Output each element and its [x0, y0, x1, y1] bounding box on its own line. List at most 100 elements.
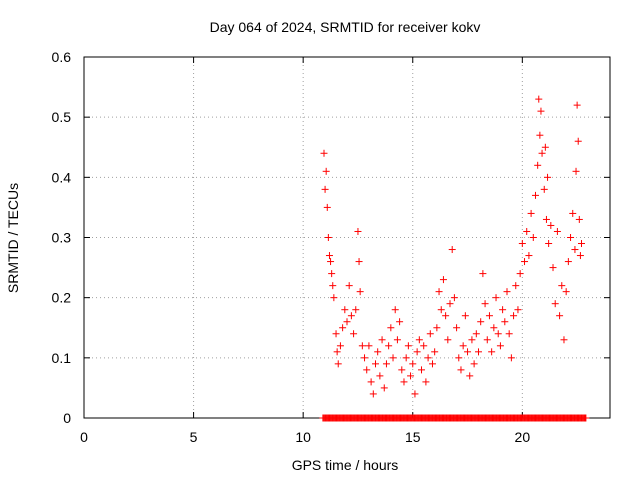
data-point	[396, 318, 404, 326]
grid-layer	[84, 57, 610, 418]
data-point	[444, 336, 452, 344]
data-point	[553, 227, 561, 235]
data-point	[350, 330, 358, 338]
data-point	[564, 258, 572, 266]
data-point	[334, 360, 342, 368]
data-point	[327, 258, 335, 266]
y-axis-label: SRMTID / TECUs	[5, 183, 21, 293]
data-point	[323, 203, 331, 211]
data-point	[485, 312, 493, 320]
data-point	[544, 173, 552, 181]
data-point	[541, 143, 549, 151]
data-point	[535, 95, 543, 103]
data-point	[332, 330, 340, 338]
data-point	[576, 252, 584, 260]
data-point	[529, 234, 537, 241]
data-point	[507, 354, 515, 362]
data-points	[319, 95, 590, 422]
data-point	[380, 384, 388, 392]
y-tick-label: 0	[63, 410, 71, 426]
data-point	[367, 378, 375, 386]
data-point	[499, 306, 507, 314]
data-point	[435, 288, 443, 296]
data-point	[503, 288, 511, 296]
data-point	[329, 282, 337, 290]
data-point	[400, 378, 408, 386]
data-point	[540, 185, 548, 193]
data-point	[354, 227, 362, 235]
data-point	[404, 342, 412, 350]
data-point	[363, 366, 371, 374]
data-point	[371, 360, 379, 368]
data-point	[374, 348, 382, 356]
data-point	[439, 276, 447, 284]
data-point	[501, 318, 509, 326]
data-point	[411, 390, 419, 398]
data-point	[324, 234, 332, 241]
x-tick-label: 20	[515, 429, 531, 445]
data-point	[472, 330, 480, 338]
data-point	[433, 324, 441, 332]
data-point	[407, 372, 415, 380]
data-point	[415, 336, 423, 344]
data-point	[496, 342, 504, 350]
data-point	[562, 288, 570, 296]
data-point	[391, 306, 399, 314]
data-point	[455, 354, 463, 362]
data-point	[525, 252, 533, 260]
y-tick-label: 0.5	[52, 109, 72, 125]
data-point	[341, 306, 349, 314]
data-point	[556, 312, 564, 320]
data-point	[387, 324, 395, 332]
data-point	[422, 378, 430, 386]
data-point	[402, 354, 410, 362]
data-point	[321, 185, 329, 193]
data-point	[355, 258, 363, 266]
data-point	[398, 366, 406, 374]
data-point	[393, 336, 401, 344]
data-point	[483, 336, 491, 344]
data-point	[518, 240, 526, 248]
x-axis-label: GPS time / hours	[292, 457, 399, 473]
data-point	[534, 161, 542, 169]
data-point	[418, 366, 426, 374]
y-tick-label: 0.3	[52, 230, 72, 246]
data-point	[345, 282, 353, 290]
data-point	[475, 348, 482, 356]
data-point	[547, 221, 555, 229]
data-point	[537, 107, 545, 115]
data-point	[420, 342, 428, 350]
data-point	[468, 336, 476, 344]
data-point	[413, 348, 421, 356]
data-point	[322, 167, 330, 175]
data-point	[339, 324, 347, 332]
data-point	[426, 330, 434, 338]
data-point	[510, 312, 518, 320]
data-point	[505, 330, 513, 338]
chart-title: Day 064 of 2024, SRMTID for receiver kok…	[210, 19, 481, 35]
data-point	[470, 360, 478, 368]
data-point	[336, 342, 344, 350]
data-point	[365, 342, 373, 350]
data-point	[333, 348, 341, 356]
data-point	[385, 342, 393, 350]
data-point	[356, 288, 364, 296]
data-point	[343, 318, 351, 326]
y-tick-label: 0.4	[52, 169, 72, 185]
data-point	[571, 246, 579, 254]
data-point	[459, 342, 467, 350]
data-point	[545, 240, 553, 248]
data-point	[516, 270, 524, 278]
data-point	[527, 209, 535, 217]
data-point	[382, 360, 390, 368]
x-tick-label: 0	[80, 429, 88, 445]
data-point	[328, 270, 336, 278]
data-point	[376, 372, 384, 380]
data-point	[477, 318, 485, 326]
data-point	[389, 354, 397, 362]
data-point	[437, 306, 445, 314]
data-point	[575, 215, 583, 223]
data-point	[450, 294, 458, 302]
x-tick-label: 5	[190, 429, 198, 445]
data-point	[464, 348, 472, 356]
